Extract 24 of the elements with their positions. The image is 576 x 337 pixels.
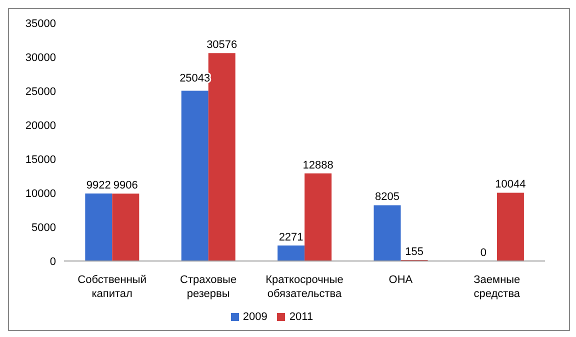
y-tick-label: 25000 [25,86,56,98]
y-tick-label: 0 [50,256,56,268]
data-label: 9922 [86,180,111,192]
x-tick-label: Собственный капитал [78,274,147,300]
data-label: 10044 [495,178,526,191]
data-label: 0 [480,246,487,259]
y-tick-label: 5000 [32,222,56,234]
y-tick-label: 10000 [25,188,56,200]
y-tick-label: 20000 [25,120,56,132]
data-label: 2271 [278,232,304,244]
data-label: 12888 [302,159,334,172]
x-tick-label: ОНА [388,274,414,286]
x-tick-label: Краткосрочные обязательства [266,274,344,300]
legend-label: 2011 [289,311,314,323]
y-tick-label: 35000 [25,18,56,30]
data-label: 30576 [206,39,238,52]
data-label: 155 [405,246,424,258]
y-tick-label: 15000 [25,154,56,166]
data-label: 9906 [113,180,138,192]
y-tick-label: 30000 [25,52,56,64]
legend-label: 2009 [242,311,268,323]
x-tick-label: Страховые резервы [180,274,237,300]
data-label: 8205 [375,191,400,204]
x-tick-label: Заемные средства [474,274,521,300]
